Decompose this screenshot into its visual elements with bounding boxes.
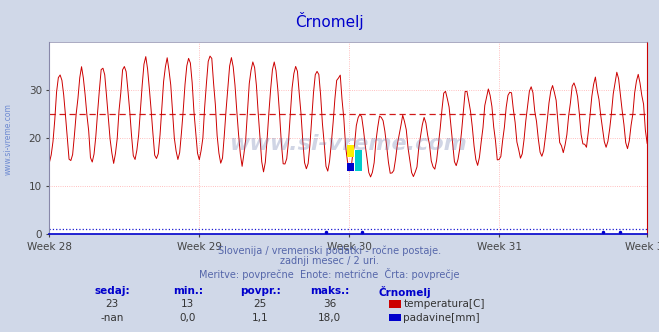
Text: 13: 13	[181, 299, 194, 309]
Text: Meritve: povprečne  Enote: metrične  Črta: povprečje: Meritve: povprečne Enote: metrične Črta:…	[199, 268, 460, 280]
Text: 36: 36	[323, 299, 336, 309]
Text: -nan: -nan	[100, 313, 124, 323]
Text: www.si-vreme.com: www.si-vreme.com	[3, 104, 13, 175]
Text: padavine[mm]: padavine[mm]	[403, 313, 480, 323]
Text: 23: 23	[105, 299, 119, 309]
Text: www.si-vreme.com: www.si-vreme.com	[229, 133, 467, 154]
Text: zadnji mesec / 2 uri.: zadnji mesec / 2 uri.	[280, 256, 379, 266]
Text: 1,1: 1,1	[252, 313, 269, 323]
Text: temperatura[C]: temperatura[C]	[403, 299, 485, 309]
Text: min.:: min.:	[173, 286, 203, 295]
Text: 18,0: 18,0	[318, 313, 341, 323]
Bar	[355, 150, 362, 171]
Text: maks.:: maks.:	[310, 286, 349, 295]
Bar	[347, 144, 355, 157]
Text: Črnomelj: Črnomelj	[295, 12, 364, 30]
Text: sedaj:: sedaj:	[94, 286, 130, 295]
Bar	[347, 163, 355, 171]
Text: 25: 25	[254, 299, 267, 309]
Text: 0,0: 0,0	[180, 313, 196, 323]
Text: Slovenija / vremenski podatki - ročne postaje.: Slovenija / vremenski podatki - ročne po…	[218, 245, 441, 256]
Text: Črnomelj: Črnomelj	[379, 286, 432, 297]
Text: povpr.:: povpr.:	[240, 286, 281, 295]
